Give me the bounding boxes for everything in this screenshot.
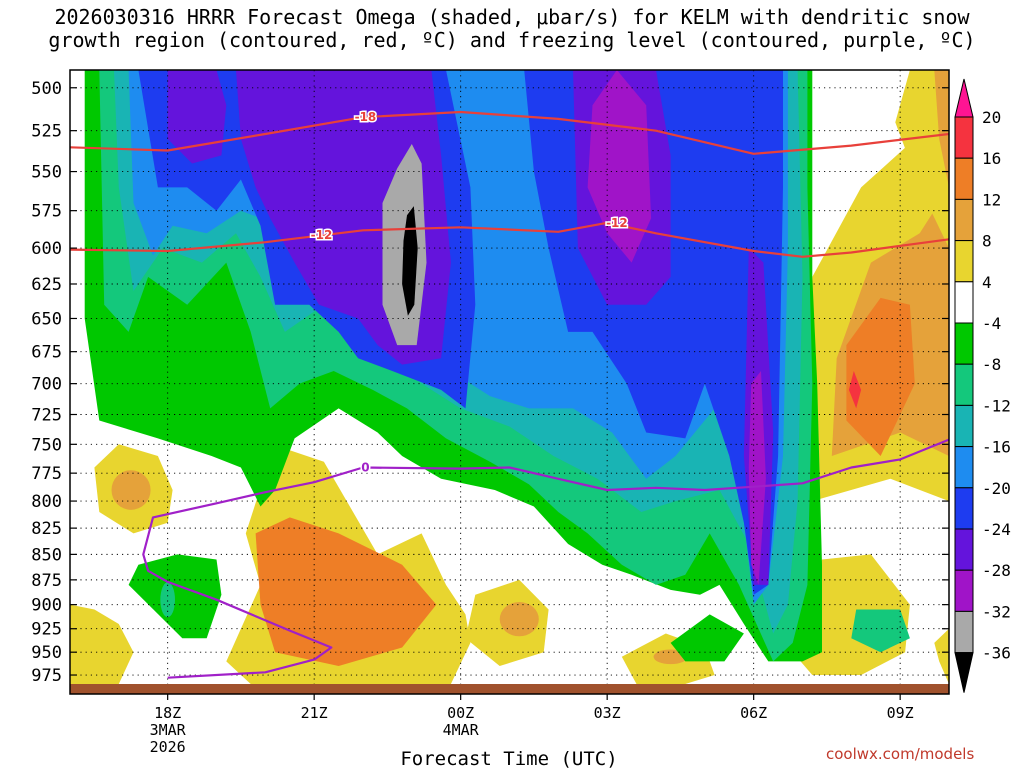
colorbar-label: 20 — [982, 108, 1001, 127]
omega-region — [851, 609, 910, 653]
colorbar-label: -36 — [982, 644, 1011, 663]
y-tick-label: 900 — [31, 596, 62, 616]
contour-label: -18 — [355, 110, 377, 124]
contour-line — [142, 438, 949, 679]
omega-region — [499, 602, 539, 637]
colorbar-label: -12 — [982, 396, 1011, 415]
x-tick-label: 03Z — [594, 704, 621, 722]
contour-label: -12 — [606, 216, 628, 230]
omega-region — [934, 628, 949, 684]
colorbar-swatch — [954, 116, 974, 159]
y-tick-label: 925 — [31, 620, 62, 640]
x-tick-sublabel: 4MAR — [443, 721, 480, 739]
omega-region — [70, 604, 134, 684]
colorbar-label: 8 — [982, 232, 992, 251]
omega-region — [587, 70, 652, 263]
omega-region — [128, 554, 222, 639]
colorbar-swatch — [954, 404, 974, 448]
contour-label: 0 — [361, 460, 369, 474]
title-line-2: growth region (contoured, red, ºC) and f… — [48, 28, 976, 52]
colorbar-swatch — [954, 281, 974, 324]
y-tick-label: 700 — [31, 375, 62, 395]
x-axis-label: Forecast Time (UTC) — [400, 748, 617, 768]
omega-region — [167, 70, 227, 164]
colorbar-swatch — [954, 363, 974, 406]
colorbar-label: 12 — [982, 190, 1001, 209]
colorbar-label: -8 — [982, 355, 1001, 374]
omega-region — [255, 517, 437, 666]
colorbar-swatch — [954, 569, 974, 612]
colorbar-swatch — [954, 240, 974, 283]
y-tick-label: 875 — [31, 571, 62, 591]
y-tick-label: 800 — [31, 492, 62, 512]
y-tick-label: 550 — [31, 163, 62, 183]
colorbar-swatch — [954, 528, 974, 571]
omega-region — [846, 297, 915, 456]
x-tick-sublabel: 3MAR — [150, 721, 187, 739]
colorbar-label: -16 — [982, 438, 1011, 457]
omega-region — [402, 206, 418, 316]
y-tick-label: 825 — [31, 519, 62, 539]
temperature-contours: -18 -12 -12 0 — [70, 109, 949, 679]
contour-line — [70, 221, 949, 258]
omega-region — [670, 614, 744, 662]
y-tick-label: 500 — [31, 79, 62, 99]
colorbar-swatch — [954, 610, 974, 654]
y-tick-label: 725 — [31, 406, 62, 426]
colorbar-label: -4 — [982, 314, 1001, 333]
y-tick-label: 750 — [31, 435, 62, 455]
omega-field — [70, 70, 949, 684]
contour-line — [70, 110, 949, 155]
y-tick-label: 775 — [31, 464, 62, 484]
colorbar-label: -24 — [982, 520, 1011, 539]
y-tick-label: 650 — [31, 309, 62, 329]
colorbar-label: -20 — [982, 479, 1011, 498]
colorbar-swatch — [954, 322, 974, 365]
y-tick-label: 950 — [31, 643, 62, 663]
colorbar-swatch — [954, 198, 974, 242]
colorbar-label: -28 — [982, 561, 1011, 580]
chart-title: 2026030316 HRRR Forecast Omega (shaded, … — [0, 6, 1024, 52]
colorbar-label: 16 — [982, 149, 1001, 168]
colorbar-swatch — [954, 157, 974, 200]
omega-region — [848, 371, 862, 409]
y-tick-label: 525 — [31, 122, 62, 142]
contour-label: -12 — [311, 228, 333, 242]
grid-lines — [70, 70, 949, 684]
omega-region — [748, 371, 766, 585]
x-tick-label: 06Z — [740, 704, 767, 722]
y-tick-label: 600 — [31, 239, 62, 259]
x-tick-label: 09Z — [887, 704, 914, 722]
x-tick-label: 21Z — [301, 704, 328, 722]
colorbar-arrow-top — [954, 78, 974, 118]
y-tick-label: 975 — [31, 666, 62, 686]
colorbar-swatch — [954, 446, 974, 489]
y-tick-label: 675 — [31, 343, 62, 363]
title-line-1: 2026030316 HRRR Forecast Omega (shaded, … — [54, 5, 970, 29]
y-tick-label: 575 — [31, 202, 62, 222]
terrain-bar — [70, 684, 949, 694]
colorbar: 20 16 12 8 4 -4 -8 -12 -16 -20 -24 -28 -32 -36 — [954, 78, 1011, 693]
credit-text: coolwx.com/models — [826, 745, 975, 763]
x-tick-label: 18Z — [154, 704, 181, 722]
y-axis: 500 525 550 575 600 625 650 675 700 725 750 775 800 8… — [31, 79, 949, 686]
y-tick-label: 850 — [31, 545, 62, 565]
colorbar-label: -32 — [982, 602, 1011, 621]
colorbar-swatch — [954, 487, 974, 530]
omega-region — [111, 470, 151, 510]
y-tick-label: 625 — [31, 275, 62, 295]
x-tick-label: 00Z — [447, 704, 474, 722]
colorbar-arrow-bottom — [954, 652, 974, 693]
omega-region — [934, 70, 949, 188]
plot-frame — [69, 69, 950, 695]
omega-region — [160, 582, 175, 618]
omega-region — [895, 70, 949, 249]
x-tick-sublabel: 2026 — [150, 738, 186, 756]
colorbar-label: 4 — [982, 273, 992, 292]
